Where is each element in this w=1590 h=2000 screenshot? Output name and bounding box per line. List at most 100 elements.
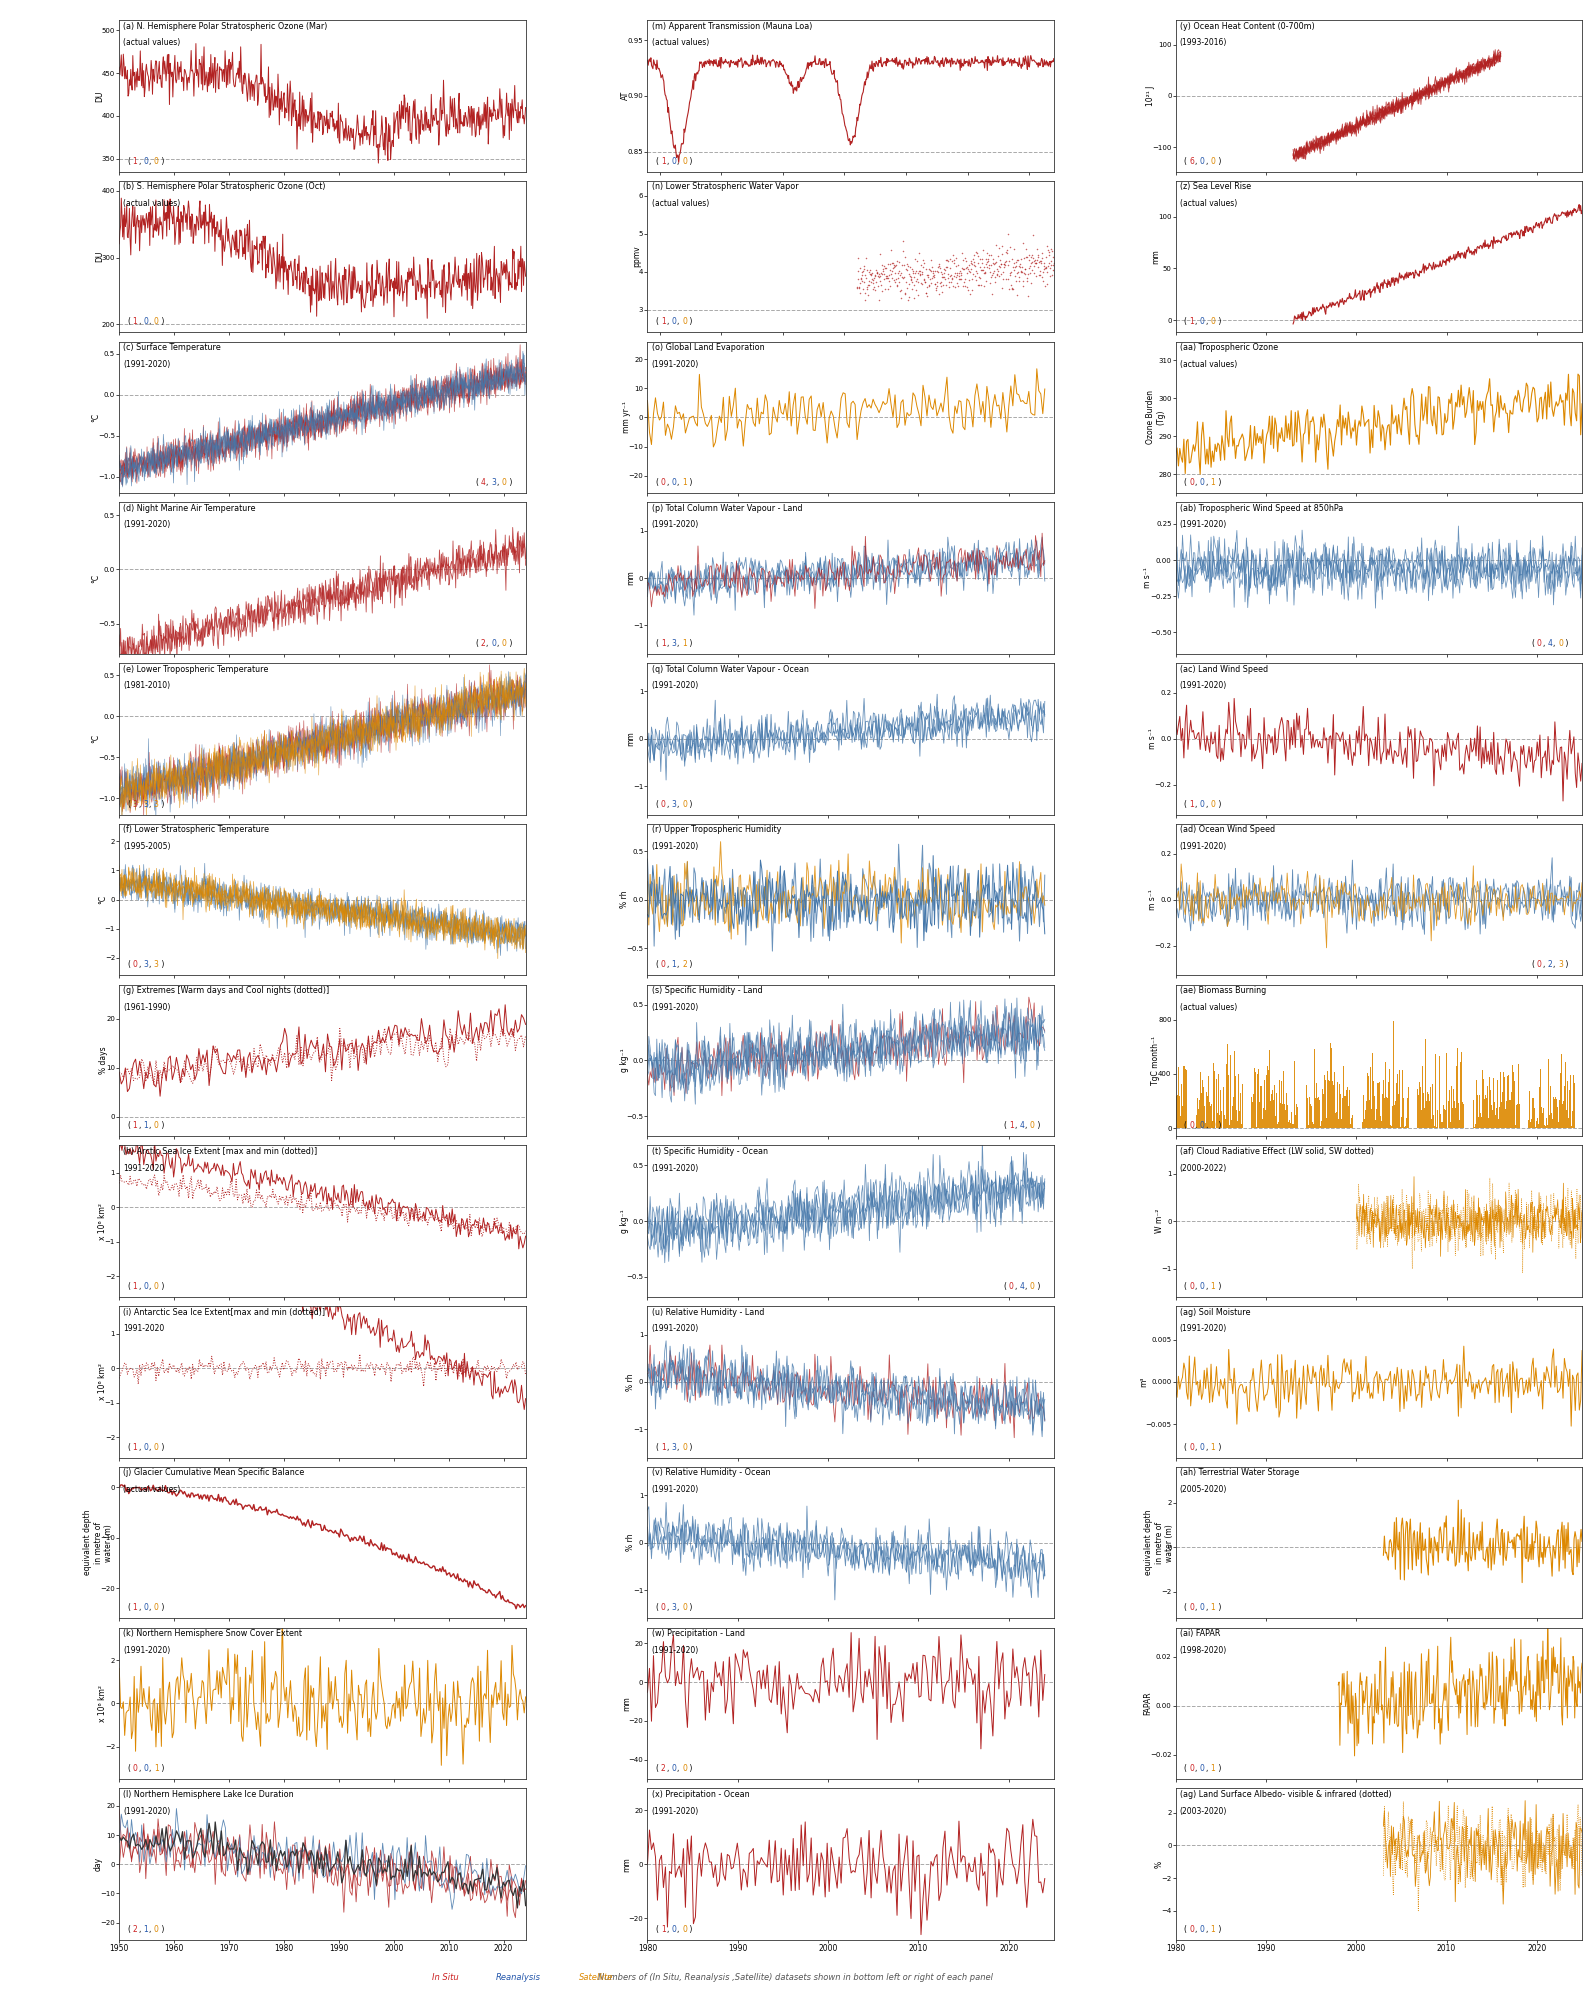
Text: ,: , [677, 1924, 679, 1934]
Text: 1: 1 [132, 1604, 137, 1612]
Point [968, 254, 994, 286]
Text: 2: 2 [132, 1924, 137, 1934]
Text: (1991-2020): (1991-2020) [124, 520, 170, 530]
Point [859, 260, 884, 292]
Text: ,: , [148, 156, 151, 166]
Point [879, 262, 905, 294]
Text: ,: , [1194, 1282, 1197, 1290]
Text: (: ( [655, 1442, 658, 1452]
Text: 1: 1 [1210, 1442, 1215, 1452]
Point [935, 258, 960, 290]
Text: 1: 1 [671, 960, 676, 970]
Point [946, 258, 971, 290]
Point [849, 264, 875, 296]
Text: (1991-2020): (1991-2020) [652, 360, 698, 368]
Text: 0: 0 [154, 318, 159, 326]
Text: 0: 0 [682, 156, 687, 166]
Text: ,: , [138, 1924, 140, 1934]
Point [975, 246, 1000, 278]
Point [976, 252, 1002, 284]
Text: ,: , [677, 638, 679, 648]
Text: ,: , [1024, 1122, 1027, 1130]
Point [999, 242, 1024, 274]
Point [1021, 250, 1046, 282]
Text: 0: 0 [1210, 1122, 1215, 1130]
Point [851, 250, 876, 282]
Point [902, 282, 927, 314]
Text: 0: 0 [682, 1442, 687, 1452]
Point [1032, 270, 1057, 302]
Point [989, 272, 1014, 304]
Text: (: ( [127, 1282, 130, 1290]
Text: (1991-2020): (1991-2020) [1180, 1324, 1227, 1334]
Text: 0: 0 [143, 318, 148, 326]
Point [855, 270, 881, 302]
Point [887, 274, 913, 306]
Text: 3: 3 [671, 1604, 676, 1612]
Text: 1: 1 [682, 478, 687, 488]
Point [941, 246, 967, 278]
Text: 1991-2020: 1991-2020 [124, 1324, 164, 1334]
Point [932, 254, 957, 286]
Text: (v) Relative Humidity - Ocean: (v) Relative Humidity - Ocean [652, 1468, 770, 1478]
Point [1018, 256, 1043, 288]
Text: 0: 0 [154, 156, 159, 166]
Point [989, 238, 1014, 270]
Text: 1: 1 [132, 1122, 137, 1130]
Text: 0: 0 [1210, 800, 1215, 808]
Text: 3: 3 [143, 800, 148, 808]
Point [1016, 258, 1041, 290]
Point [1032, 252, 1057, 284]
Point [965, 248, 991, 280]
Point [983, 266, 1008, 298]
Point [860, 272, 886, 304]
Point [1011, 242, 1037, 274]
Point [870, 274, 895, 306]
Text: 0: 0 [1189, 1924, 1194, 1934]
Point [1041, 248, 1067, 280]
Point [863, 254, 889, 286]
Point [1018, 250, 1043, 282]
Point [903, 264, 929, 296]
Text: ,: , [1014, 1282, 1016, 1290]
Text: ): ) [159, 1604, 164, 1612]
Y-axis label: °C: °C [99, 896, 107, 904]
Point [895, 268, 921, 300]
Text: ,: , [1194, 478, 1197, 488]
Point [900, 266, 925, 298]
Point [943, 242, 968, 274]
Y-axis label: equivalent depth
in metre of
water (m): equivalent depth in metre of water (m) [1145, 1510, 1173, 1576]
Point [967, 252, 992, 284]
Point [878, 258, 903, 290]
Text: (i) Antarctic Sea Ice Extent[max and min (dotted)]: (i) Antarctic Sea Ice Extent[max and min… [124, 1308, 326, 1316]
Point [1027, 246, 1053, 278]
Point [929, 266, 954, 298]
Text: ): ) [507, 638, 512, 648]
Point [868, 270, 894, 302]
Y-axis label: equivalent depth
in metre of
water (m): equivalent depth in metre of water (m) [83, 1510, 113, 1576]
Text: (: ( [127, 1122, 130, 1130]
Text: ,: , [677, 800, 679, 808]
Point [1005, 258, 1030, 290]
Point [1019, 254, 1045, 286]
Point [989, 248, 1014, 280]
Point [929, 256, 954, 288]
Point [987, 244, 1013, 276]
Text: (actual values): (actual values) [124, 38, 181, 48]
Point [991, 250, 1016, 282]
Text: ,: , [1205, 1282, 1207, 1290]
Point [919, 262, 944, 294]
Text: ): ) [1215, 318, 1221, 326]
Point [863, 260, 889, 292]
Point [1026, 238, 1051, 270]
Point [859, 264, 884, 296]
Point [933, 268, 959, 300]
Text: (: ( [1531, 638, 1534, 648]
Point [905, 264, 930, 296]
Text: 1: 1 [154, 1764, 159, 1774]
Text: ,: , [666, 318, 668, 326]
Point [1018, 248, 1043, 280]
Point [900, 258, 925, 290]
Point [871, 254, 897, 286]
Point [879, 252, 905, 284]
